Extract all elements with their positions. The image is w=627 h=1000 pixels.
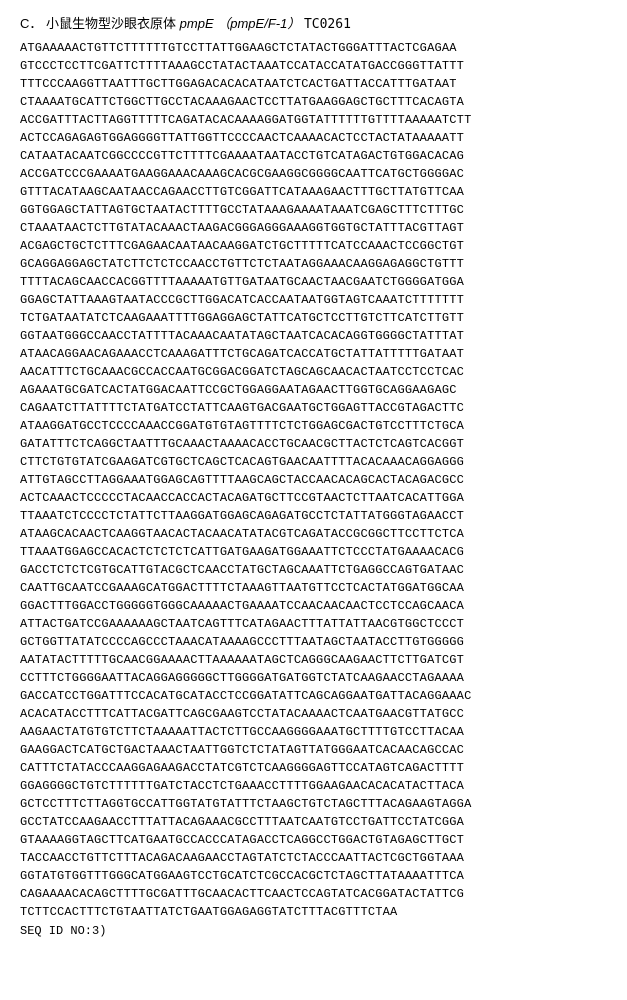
header-gene: pmpE	[180, 16, 214, 31]
sequence-line: GGAGGGGCTGTCTTTTTTGATCTACCTCTGAAACCTTTTG…	[20, 777, 607, 795]
header-prefix: C．	[20, 16, 42, 31]
sequence-line: TTAAATCTCCCCTCTATTCTTAAGGATGGAGCAGAGATGC…	[20, 507, 607, 525]
sequence-line: AATATACTTTTTGCAACGGAAAACTTAAAAAATAGCTCAG…	[20, 651, 607, 669]
sequence-line: GTTTACATAAGCAATAACCAGAACCTTGTCGGATTCATAA…	[20, 183, 607, 201]
sequence-id-footer: SEQ ID NO:3)	[20, 924, 607, 938]
sequence-line: CTAAAATGCATTCTGGCTTGCCTACAAAGAACTCCTTATG…	[20, 93, 607, 111]
sequence-line: CATTTCTATACCCAAGGAGAAGACCTATCGTCTCAAGGGG…	[20, 759, 607, 777]
sequence-line: ATAAGCACAACTCAAGGTAACACTACAACATATACGTCAG…	[20, 525, 607, 543]
sequence-line: CCTTTCTGGGGAATTACAGGAGGGGGCTTGGGGATGATGG…	[20, 669, 607, 687]
sequence-line: GGTGGAGCTATTAGTGCTAATACTTTTGCCTATAAAGAAA…	[20, 201, 607, 219]
sequence-line: TTTTACAGCAACCACGGTTTTAAAAATGTTGATAATGCAA…	[20, 273, 607, 291]
sequence-line: GGACTTTGGACCTGGGGGTGGGCAAAAACTGAAAATCCAA…	[20, 597, 607, 615]
sequence-line: TCTGATAATATCTCAAGAAATTTTGGAGGAGCTATTCATG…	[20, 309, 607, 327]
sequence-line: GTCCCTCCTTCGATTCTTTTAAAGCCTATACTAAATCCAT…	[20, 57, 607, 75]
sequence-line: ATGAAAAACTGTTCTTTTTTGTCCTTATTGGAAGCTCTAT…	[20, 39, 607, 57]
sequence-line: ATTGTAGCCTTAGGAAATGGAGCAGTTTTAAGCAGCTACC…	[20, 471, 607, 489]
sequence-line: TCTTCCACTTTCTGTAATTATCTGAATGGAGAGGTATCTT…	[20, 903, 607, 921]
sequence-line: AACATTTCTGCAAACGCCACCAATGCGGACGGATCTAGCA…	[20, 363, 607, 381]
sequence-line: TACCAACCTGTTCTTTACAGACAAGAACCTAGTATCTCTA…	[20, 849, 607, 867]
sequence-line: GCAGGAGGAGCTATCTTCTCTCCAACCTGTTCTCTAATAG…	[20, 255, 607, 273]
sequence-line: GACCTCTCTCGTGCATTGTACGCTCAACCTATGCTAGCAA…	[20, 561, 607, 579]
sequence-line: ACTCCAGAGAGTGGAGGGGTTATTGGTTCCCCAACTCAAA…	[20, 129, 607, 147]
nucleotide-sequence: ATGAAAAACTGTTCTTTTTTGTCCTTATTGGAAGCTCTAT…	[20, 39, 607, 921]
sequence-line: CTAAATAACTCTTGTATACAAACTAAGACGGGAGGGAAAG…	[20, 219, 607, 237]
sequence-line: ACACATACCTTTCATTACGATTCAGCGAAGTCCTATACAA…	[20, 705, 607, 723]
sequence-line: ACTCAAACTCCCCCTACAACCACCACTACAGATGCTTCCG…	[20, 489, 607, 507]
sequence-line: GCCTATCCAAGAACCTTTATTACAGAAACGCCTTTAATCA…	[20, 813, 607, 831]
sequence-line: CAATTGCAATCCGAAAGCATGGACTTTTCTAAAGTTAATG…	[20, 579, 607, 597]
sequence-line: ACGAGCTGCTCTTTCGAGAACAATAACAAGGATCTGCTTT…	[20, 237, 607, 255]
header-description: 小鼠生物型沙眼衣原体	[46, 16, 176, 31]
sequence-line: GGTAATGGGCCAACCTATTTTACAAACAATATAGCTAATC…	[20, 327, 607, 345]
sequence-line: ACCGATCCCGAAAATGAAGGAAACAAAGCACGCGAAGGCG…	[20, 165, 607, 183]
sequence-line: ATTACTGATCCGAAAAAAGCTAATCAGTTTCATAGAACTT…	[20, 615, 607, 633]
sequence-line: GCTGGTTATATCCCCAGCCCTAAACATAAAAGCCCTTTAA…	[20, 633, 607, 651]
sequence-line: AGAAATGCGATCACTATGGACAATTCCGCTGGAGGAATAG…	[20, 381, 607, 399]
sequence-line: CAGAAAACACAGCTTTTGCGATTTGCAACACTTCAACTCC…	[20, 885, 607, 903]
sequence-line: ATAACAGGAACAGAAACCTCAAAGATTTCTGCAGATCACC…	[20, 345, 607, 363]
header-alt: （pmpE/F-1）	[217, 16, 300, 31]
sequence-line: ATAAGGATGCCTCCCCAAACCGGATGTGTAGTTTTCTCTG…	[20, 417, 607, 435]
sequence-line: GGTATGTGGTTTGGGCATGGAAGTCCTGCATCTCGCCACG…	[20, 867, 607, 885]
sequence-line: GACCATCCTGGATTTCCACATGCATACCTCCGGATATTCA…	[20, 687, 607, 705]
header-tc: TC0261	[304, 17, 351, 32]
sequence-line: GGAGCTATTAAAGTAATACCCGCTTGGACATCACCAATAA…	[20, 291, 607, 309]
sequence-line: ACCGATTTACTTAGGTTTTTCAGATACACAAAAGGATGGT…	[20, 111, 607, 129]
sequence-line: GATATTTCTCAGGCTAATTTGCAAACTAAAACACCTGCAA…	[20, 435, 607, 453]
sequence-line: TTAAATGGAGCCACACTCTCTCTCATTGATGAAGATGGAA…	[20, 543, 607, 561]
sequence-line: GCTCCTTTCTTAGGTGCCATTGGTATGTATTTCTAAGCTG…	[20, 795, 607, 813]
sequence-line: AAGAACTATGTGTCTTCTAAAAATTACTCTTGCCAAGGGG…	[20, 723, 607, 741]
sequence-line: CTTCTGTGTATCGAAGATCGTGCTCAGCTCACAGTGAACA…	[20, 453, 607, 471]
sequence-line: GAAGGACTCATGCTGACTAAACTAATTGGTCTCTATAGTT…	[20, 741, 607, 759]
sequence-line: CATAATACAATCGGCCCCGTTCTTTTCGAAAATAATACCT…	[20, 147, 607, 165]
sequence-line: GTAAAAGGTAGCTTCATGAATGCCACCCATAGACCTCAGG…	[20, 831, 607, 849]
sequence-line: TTTCCCAAGGTTAATTTGCTTGGAGACACACATAATCTCA…	[20, 75, 607, 93]
sequence-line: CAGAATCTTATTTTCTATGATCCTATTCAAGTGACGAATG…	[20, 399, 607, 417]
sequence-header: C． 小鼠生物型沙眼衣原体 pmpE （pmpE/F-1） TC0261	[20, 14, 607, 35]
